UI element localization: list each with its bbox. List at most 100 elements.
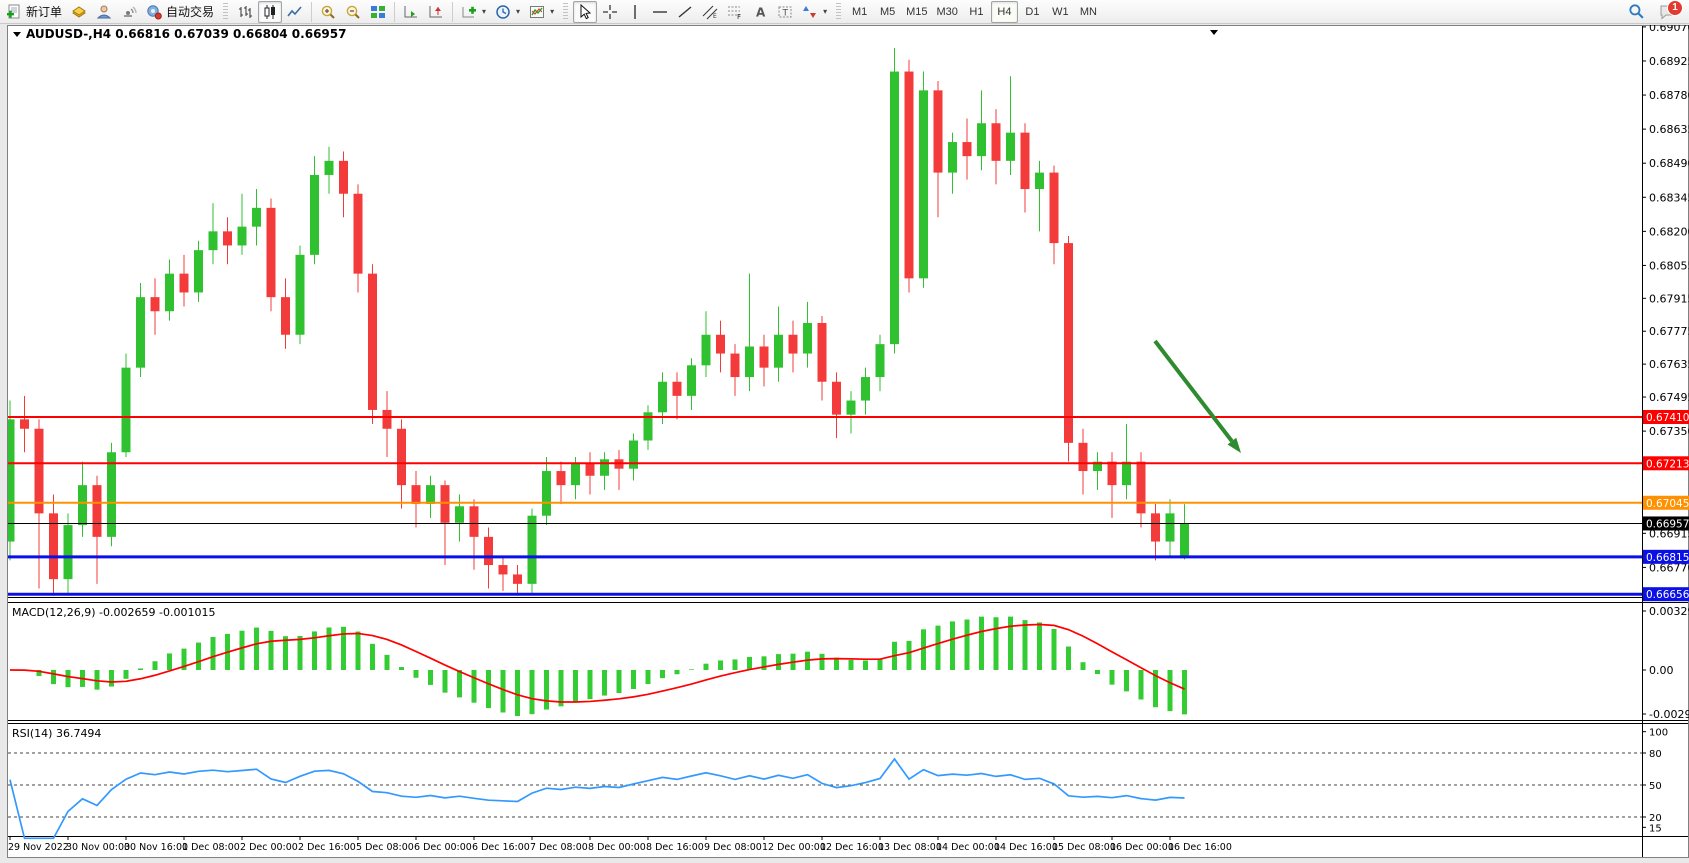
candlestick-mode-button[interactable] [258,0,283,23]
trend-arrow-annotation[interactable] [1153,339,1241,453]
timeframe-h4[interactable]: H4 [990,0,1018,23]
tile-windows-icon [371,5,386,18]
time-label: 1 Dec 08:00 [182,842,240,853]
time-label: 14 Dec 00:00 [936,842,1000,853]
svg-text:0.66770: 0.66770 [1649,561,1689,574]
horizontal-line-icon [653,10,668,13]
arrows-tool-button[interactable]: ▾ [798,1,831,23]
toolbar-drag-handle-3[interactable] [836,2,842,21]
time-label: 2 Dec 16:00 [298,842,356,853]
timeframe-d1[interactable]: D1 [1019,1,1046,23]
tile-windows-button[interactable] [366,1,390,23]
line-chart-mode-button[interactable] [283,1,307,23]
timeframe-m15[interactable]: M15 [902,1,931,23]
search-icon [1629,4,1644,19]
crosshair-icon [603,4,618,19]
trendline-tool-button[interactable] [673,1,697,23]
time-label: 6 Dec 00:00 [414,842,472,853]
chart-shift-button[interactable] [424,1,448,23]
toolbar-drag-handle-2[interactable] [563,2,569,21]
timeframe-m1[interactable]: M1 [846,1,873,23]
search-button[interactable] [1624,1,1649,23]
text-a-icon: A [756,5,766,19]
time-label: 30 Nov 16:00 [124,842,188,853]
timeframe-mn[interactable]: MN [1075,1,1102,23]
time-label: 30 Nov 00:00 [66,842,130,853]
rsi-label: RSI(14) 36.7494 [12,727,101,740]
time-label: 16 Dec 16:00 [1168,842,1232,853]
new-order-label: 新订单 [26,5,63,19]
svg-text:0.67495: 0.67495 [1649,391,1689,404]
svg-text:15: 15 [1649,823,1662,834]
templates-button[interactable]: ▾ [525,1,558,23]
indicator-window-arrow-icon[interactable] [1210,30,1218,35]
price-label-0.67213: 0.67213 [1643,456,1689,471]
chart-shift-icon [429,5,443,17]
time-label: 13 Dec 08:00 [878,842,942,853]
timeframe-m30[interactable]: M30 [933,1,962,23]
new-order-button[interactable]: 新订单 [2,1,66,23]
auto-trading-button[interactable]: 自动交易 [142,1,218,23]
signals-button[interactable] [117,1,141,23]
notifications-button[interactable]: 1 [1655,0,1683,23]
user-terminal-icon [96,5,112,18]
time-label: 6 Dec 16:00 [472,842,530,853]
auto-trading-icon [147,4,162,19]
svg-text:E: E [713,13,717,20]
svg-text:0.67775: 0.67775 [1649,325,1689,338]
bar-chart-mode-button[interactable] [233,1,257,23]
cursor-tool-button[interactable] [573,0,598,23]
indicators-button[interactable]: ▾ [457,1,490,23]
candles [5,48,1189,596]
toolbar: 新订单 [0,0,1689,24]
horizontal-line-tool-button[interactable] [648,1,672,23]
svg-text:0.67045: 0.67045 [1646,498,1689,510]
fibonacci-tool-button[interactable]: F [723,1,747,23]
templates-dropdown-arrow: ▾ [550,7,555,16]
add-indicator-icon [462,6,477,17]
timeframe-m5[interactable]: M5 [874,1,901,23]
text-tool-button[interactable]: A [748,1,772,23]
price-label-0.67410: 0.67410 [1643,410,1689,424]
svg-text:0.66915: 0.66915 [1649,527,1689,540]
vertical-line-icon [634,4,636,19]
periods-button[interactable]: ▾ [491,1,524,23]
new-order-icon [7,4,20,18]
equidistant-channel-icon: E [702,5,718,20]
price-label-0.67045: 0.67045 [1643,495,1689,510]
auto-scroll-button[interactable] [399,1,423,23]
timeframe-w1[interactable]: W1 [1047,1,1074,23]
clock-icon [496,4,510,19]
time-label: 8 Dec 16:00 [646,842,704,853]
data-window-button[interactable] [92,1,116,23]
price-label-0.66957: 0.66957 [1643,516,1689,531]
svg-text:0.67410: 0.67410 [1646,412,1689,424]
market-watch-button[interactable] [67,1,91,23]
time-label: 29 Nov 2022 [8,842,69,853]
channel-tool-button[interactable]: E [698,1,722,23]
chart-menu-arrow-icon[interactable] [13,32,21,37]
vertical-line-tool-button[interactable] [623,1,647,23]
time-label: 12 Dec 16:00 [820,842,884,853]
macd-label: MACD(12,26,9) -0.002659 -0.001015 [12,606,215,619]
time-label: 5 Dec 08:00 [356,842,414,853]
svg-text:0.68635: 0.68635 [1649,123,1689,136]
zoom-out-button[interactable] [341,1,365,23]
crosshair-tool-button[interactable] [598,1,622,23]
timeframe-h1[interactable]: H1 [963,1,990,23]
text-label-tool-button[interactable]: T [773,1,797,23]
zoom-in-icon [321,5,335,19]
ohlc-bars-icon [239,5,253,18]
zoom-in-button[interactable] [316,1,340,23]
toolbar-drag-handle[interactable] [223,2,229,21]
notification-badge: 1 [1667,0,1683,16]
svg-text:A: A [756,5,766,19]
time-label: 7 Dec 08:00 [530,842,588,853]
svg-text:-0.002942: -0.002942 [1649,708,1689,721]
text-label-icon: T [778,6,792,18]
fibonacci-icon: F [728,6,741,20]
indicators-dropdown-arrow: ▾ [482,7,487,16]
